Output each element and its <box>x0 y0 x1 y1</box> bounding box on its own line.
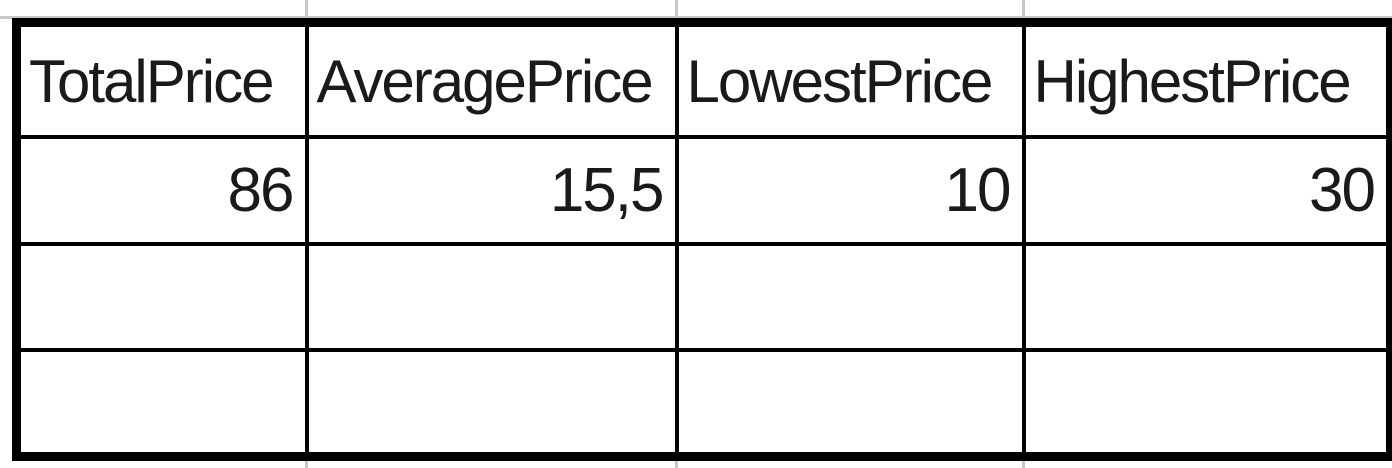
cell-empty[interactable] <box>14 348 309 459</box>
table-row <box>14 241 1392 353</box>
gridline-horizontal <box>0 16 1392 19</box>
cell-empty[interactable] <box>304 241 679 353</box>
cell-empty[interactable] <box>1021 241 1392 353</box>
table-row <box>14 348 1392 459</box>
header-cell-total-price[interactable]: TotalPrice <box>14 20 309 140</box>
header-cell-average-price[interactable]: AveragePrice <box>304 20 679 140</box>
table-header-row: TotalPrice AveragePrice LowestPrice High… <box>14 20 1392 140</box>
table-row: 86 15,5 10 30 <box>14 135 1392 246</box>
cell-total-price[interactable]: 86 <box>14 135 309 246</box>
cell-empty[interactable] <box>304 348 679 459</box>
cell-lowest-price[interactable]: 10 <box>674 135 1026 246</box>
cell-empty[interactable] <box>1021 348 1392 459</box>
cell-empty[interactable] <box>674 348 1026 459</box>
result-table: TotalPrice AveragePrice LowestPrice High… <box>12 18 1392 461</box>
cell-empty[interactable] <box>674 241 1026 353</box>
cell-highest-price[interactable]: 30 <box>1021 135 1392 246</box>
header-cell-lowest-price[interactable]: LowestPrice <box>674 20 1026 140</box>
cell-average-price[interactable]: 15,5 <box>304 135 679 246</box>
header-cell-highest-price[interactable]: HighestPrice <box>1021 20 1392 140</box>
cell-empty[interactable] <box>14 241 309 353</box>
